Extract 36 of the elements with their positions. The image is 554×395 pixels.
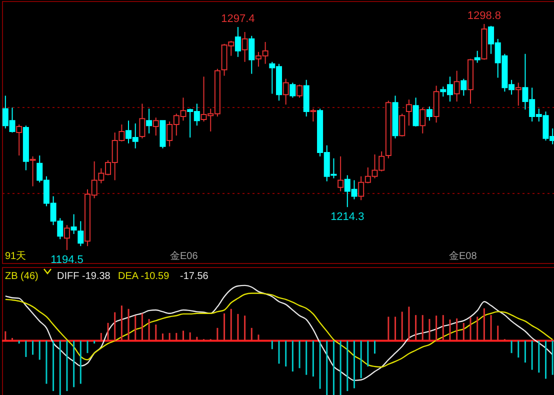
annotation: 1194.5 (50, 254, 84, 266)
candlestick (426, 106, 432, 122)
annotation: 1298.8 (467, 10, 502, 22)
candlestick (282, 78, 289, 106)
candlestick (454, 70, 460, 102)
candlestick (70, 214, 77, 234)
candlestick (399, 113, 406, 137)
candlestick (242, 31, 248, 62)
annotation: 1214.3 (330, 211, 364, 224)
candlestick (152, 117, 159, 136)
candlestick (30, 156, 36, 187)
candlestick (234, 26, 241, 58)
text: -17.56 (180, 271, 209, 282)
candlestick (420, 107, 426, 134)
text: DIFF -19.38 (57, 271, 111, 282)
candlestick (474, 50, 480, 64)
annotation: 91天 (5, 251, 26, 262)
text: ZB (46) (5, 271, 38, 282)
candlestick (64, 224, 70, 250)
annotation: 金E08 (449, 250, 478, 262)
candlestick (248, 35, 255, 74)
candlestick (290, 82, 296, 98)
annotation: 1297.4 (221, 13, 255, 26)
candlestick (310, 108, 316, 122)
annotation: 金E06 (170, 250, 198, 262)
candlestick (412, 97, 419, 127)
candlestick (139, 103, 146, 139)
candlestick (16, 124, 22, 156)
candlestick (296, 84, 303, 98)
text: DEA -10.59 (118, 271, 170, 282)
candlestick (406, 99, 412, 126)
candlestick (78, 220, 84, 247)
candlestick (338, 156, 344, 192)
candlestick (460, 78, 467, 96)
candlestick (146, 108, 152, 134)
candlestick (515, 82, 522, 106)
